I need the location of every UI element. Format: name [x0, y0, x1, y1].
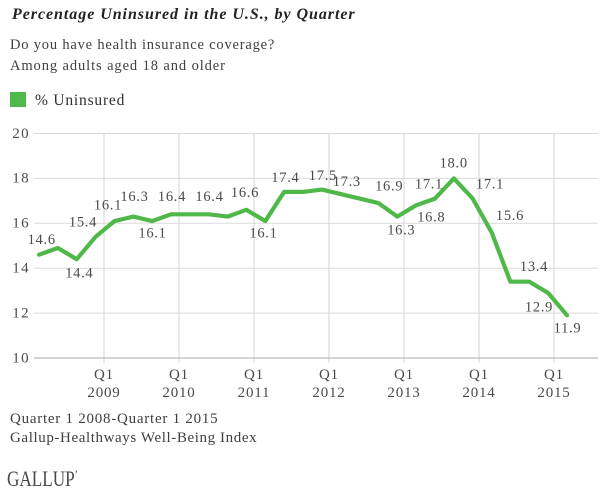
svg-text:16.6: 16.6	[231, 185, 259, 201]
svg-text:2015: 2015	[537, 385, 570, 401]
svg-text:16.1: 16.1	[249, 226, 277, 242]
svg-text:16.9: 16.9	[375, 179, 403, 195]
svg-text:13.4: 13.4	[520, 259, 548, 275]
svg-text:20: 20	[12, 126, 30, 142]
svg-text:14.6: 14.6	[28, 232, 56, 248]
svg-text:2013: 2013	[387, 385, 420, 401]
svg-text:17.1: 17.1	[476, 177, 504, 193]
svg-text:Q1: Q1	[169, 367, 189, 383]
svg-text:Q1: Q1	[469, 367, 489, 383]
svg-text:15.4: 15.4	[69, 215, 97, 231]
svg-text:Q1: Q1	[319, 367, 339, 383]
svg-text:2014: 2014	[462, 385, 495, 401]
svg-text:16.3: 16.3	[120, 189, 148, 205]
svg-text:17.1: 17.1	[415, 177, 443, 193]
svg-text:Q1: Q1	[244, 367, 264, 383]
svg-text:15.6: 15.6	[496, 208, 524, 224]
svg-text:16.8: 16.8	[417, 210, 445, 226]
svg-text:Q1: Q1	[94, 367, 114, 383]
svg-text:16.4: 16.4	[158, 189, 186, 205]
svg-text:10: 10	[12, 350, 30, 366]
svg-text:Q1: Q1	[394, 367, 414, 383]
svg-text:17.4: 17.4	[271, 170, 299, 186]
svg-text:11.9: 11.9	[554, 321, 582, 337]
svg-text:Q1: Q1	[544, 367, 564, 383]
svg-text:2010: 2010	[162, 385, 195, 401]
svg-text:16.1: 16.1	[138, 226, 166, 242]
svg-text:2012: 2012	[312, 385, 345, 401]
svg-text:18.0: 18.0	[440, 155, 468, 171]
svg-text:17.5: 17.5	[309, 168, 337, 184]
svg-text:17.3: 17.3	[333, 174, 361, 190]
svg-text:12: 12	[12, 305, 30, 321]
svg-text:14: 14	[12, 261, 30, 277]
svg-text:16: 16	[12, 216, 30, 232]
svg-text:2011: 2011	[238, 385, 271, 401]
svg-text:16.4: 16.4	[195, 189, 223, 205]
svg-text:16.3: 16.3	[387, 223, 415, 239]
svg-text:2009: 2009	[87, 385, 120, 401]
svg-text:12.9: 12.9	[525, 300, 553, 316]
svg-text:18: 18	[12, 171, 30, 187]
svg-text:14.4: 14.4	[65, 266, 93, 282]
svg-text:16.1: 16.1	[94, 198, 122, 214]
